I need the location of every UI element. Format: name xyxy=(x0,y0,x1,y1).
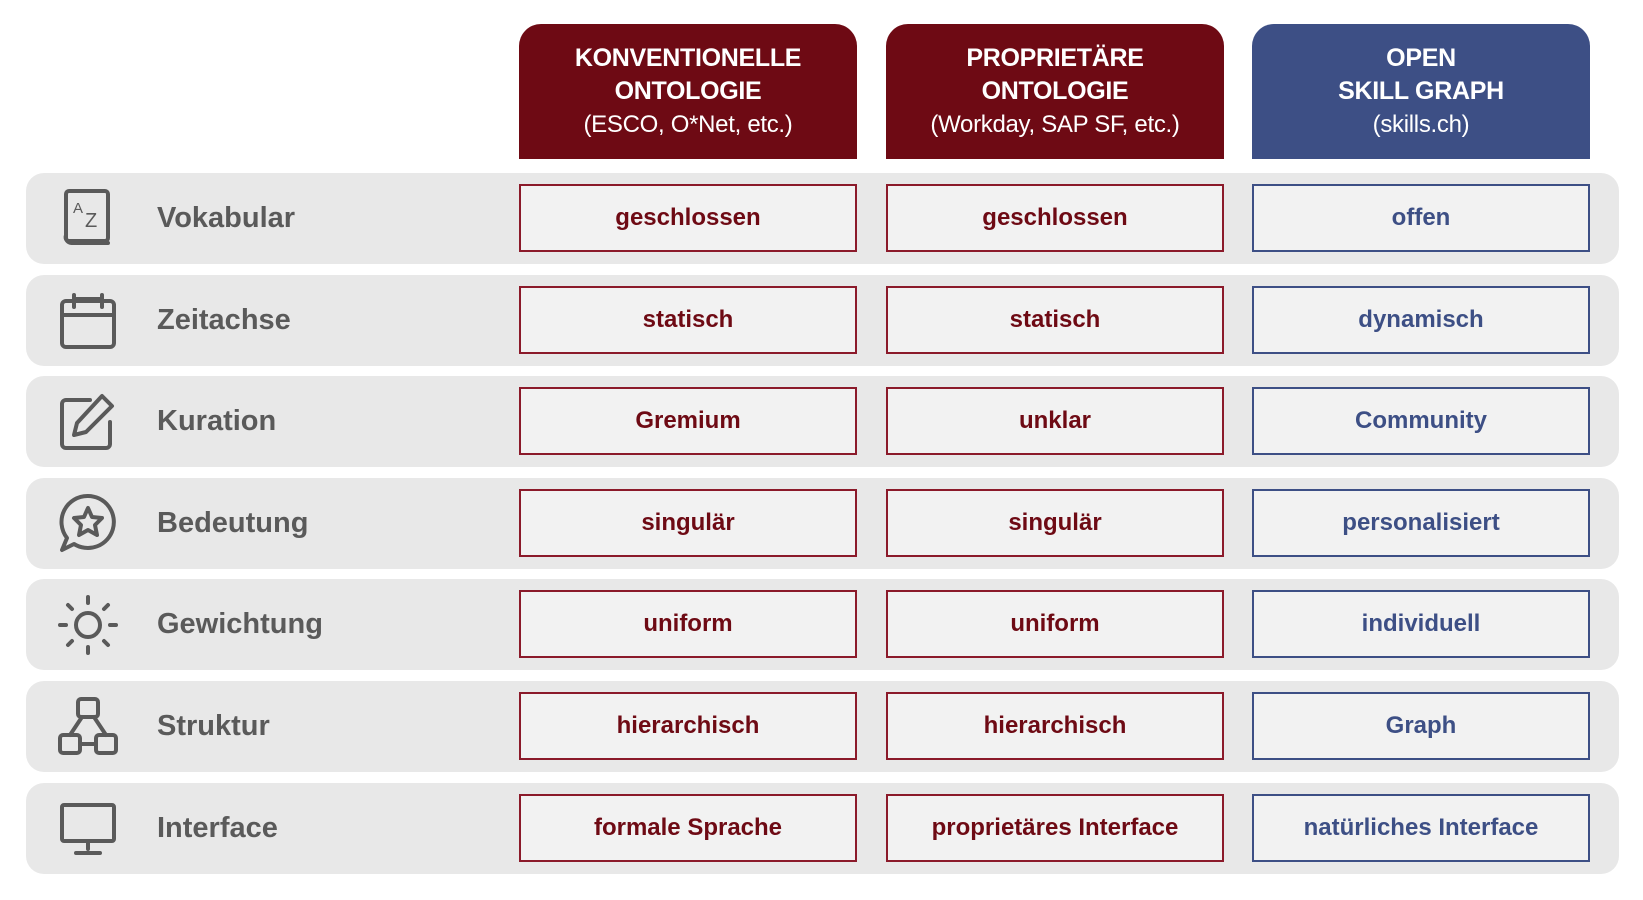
cell-value: hierarchisch xyxy=(886,692,1224,760)
cell-value: personalisiert xyxy=(1252,488,1590,557)
cell-value: natürliches Interface xyxy=(1252,793,1590,862)
column-header-line3: (ESCO, O*Net, etc.) xyxy=(583,110,793,138)
row-label: Struktur xyxy=(157,710,270,742)
cell-value: formale Sprache xyxy=(519,793,857,862)
row-bedeutung: Bedeutung singulär singulär personalisiert xyxy=(26,477,1619,569)
cell-value: geschlossen xyxy=(519,184,857,252)
row-struktur: Struktur hierarchisch hierarchisch Graph xyxy=(26,681,1619,772)
calendar-icon xyxy=(60,292,116,349)
hierarchy-icon xyxy=(58,697,118,755)
row-vokabular: A Z Vokabular geschlossen geschlossen offen xyxy=(26,173,1619,264)
cell-value: statisch xyxy=(886,285,1224,354)
cell-value: individuell xyxy=(1252,590,1590,659)
chat-star-icon xyxy=(59,493,116,552)
edit-icon xyxy=(60,394,114,451)
cell-value: statisch xyxy=(519,285,857,354)
column-header-line3: (Workday, SAP SF, etc.) xyxy=(930,110,1180,138)
row-label: Interface xyxy=(157,811,278,844)
column-header-3: OPEN SKILL GRAPH (skills.ch) xyxy=(1252,24,1590,159)
column-header-line2: ONTOLOGIE xyxy=(614,76,762,105)
cell-value: dynamisch xyxy=(1252,285,1590,354)
cell-value: singulär xyxy=(519,488,857,557)
cell-value: geschlossen xyxy=(886,184,1224,252)
cell-value: proprietäres Interface xyxy=(886,793,1224,862)
cell-value: Graph xyxy=(1252,692,1590,760)
row-gewichtung: Gewichtung uniform uniform individuell xyxy=(26,579,1619,671)
cell-value: uniform xyxy=(886,590,1224,659)
cell-value: unklar xyxy=(886,387,1224,456)
row-label: Gewichtung xyxy=(157,608,323,641)
row-interface: Interface formale Sprache proprietäres Int… xyxy=(26,782,1619,874)
sun-icon xyxy=(58,595,118,656)
book-az-icon: AZ xyxy=(63,189,110,245)
row-zeitachse: Zeitachse statisch statisch dynamisch xyxy=(26,274,1619,366)
cell-value: uniform xyxy=(519,590,857,659)
column-header-line2: SKILL GRAPH xyxy=(1338,76,1504,105)
column-header-2: PROPRIETÄRE ONTOLOGIE (Workday, SAP SF, et… xyxy=(886,24,1224,159)
row-label: Bedeutung xyxy=(157,506,309,539)
cell-value: Community xyxy=(1252,387,1590,456)
column-header-1: KONVENTIONELLE ONTOLOGIE (ESCO, O*Net, etc… xyxy=(519,24,857,159)
column-header-line1: OPEN xyxy=(1386,43,1456,72)
svg-text:Z: Z xyxy=(85,210,97,232)
row-label: Kuration xyxy=(157,405,277,438)
column-header-line2: ONTOLOGIE xyxy=(981,76,1129,105)
svg-text:A: A xyxy=(73,200,83,217)
column-header-line1: PROPRIETÄRE xyxy=(966,43,1144,72)
cell-value: offen xyxy=(1252,184,1590,252)
monitor-icon xyxy=(60,802,116,855)
cell-value: hierarchisch xyxy=(519,692,857,760)
cell-value: singulär xyxy=(886,488,1224,557)
row-label: Vokabular xyxy=(157,202,296,234)
row-kuration: Kuration Gremium unklar Community xyxy=(26,376,1619,468)
cell-value: Gremium xyxy=(519,387,857,456)
column-header-line3: (skills.ch) xyxy=(1372,110,1470,138)
column-header-line1: KONVENTIONELLE xyxy=(574,43,802,72)
row-label: Zeitachse xyxy=(157,303,291,336)
